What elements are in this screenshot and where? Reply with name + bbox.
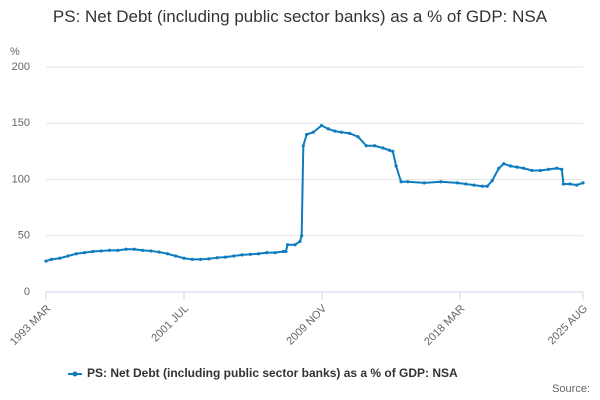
point: [99, 249, 103, 253]
y-tick-label: 0: [24, 286, 30, 298]
point: [502, 162, 506, 166]
point: [165, 252, 170, 256]
point: [256, 252, 261, 256]
point: [174, 254, 178, 258]
point: [285, 243, 290, 247]
point: [281, 249, 286, 254]
point: [326, 127, 330, 131]
point: [530, 168, 534, 173]
point: [248, 252, 252, 256]
point: [66, 254, 70, 258]
point: [575, 183, 579, 187]
point: [387, 148, 392, 152]
point: [490, 179, 494, 183]
source: Source:: [552, 383, 590, 395]
point: [83, 251, 87, 255]
point: [301, 144, 305, 148]
point: [273, 251, 277, 255]
point: [311, 130, 315, 134]
point: [190, 257, 194, 261]
point: [394, 164, 398, 168]
point: [300, 234, 304, 238]
point: [515, 165, 519, 169]
point: [319, 123, 324, 128]
point: [472, 183, 476, 187]
point: [356, 135, 360, 139]
point: [439, 180, 443, 184]
point: [116, 248, 120, 252]
y-tick-label: 150: [12, 117, 30, 129]
point: [348, 131, 352, 135]
point: [508, 164, 513, 168]
y-tick-label: 200: [12, 61, 30, 73]
point: [298, 239, 302, 243]
point: [522, 166, 526, 170]
point: [581, 181, 585, 185]
y-tick-label: 50: [18, 230, 30, 242]
point: [406, 180, 410, 184]
chart-title: PS: Net Debt (including public sector ba…: [52, 7, 548, 26]
point: [58, 256, 62, 260]
point: [223, 255, 228, 259]
legend-marker: [72, 371, 78, 377]
x-tick-label: 2001 JUL: [149, 303, 191, 345]
point: [182, 256, 186, 260]
point: [107, 248, 112, 252]
point: [198, 257, 203, 261]
point: [74, 252, 78, 256]
y-tick-label: 100: [12, 173, 30, 185]
point: [265, 251, 269, 255]
point: [333, 129, 337, 133]
point: [305, 132, 309, 137]
point: [480, 184, 484, 188]
point: [207, 257, 211, 261]
point: [140, 248, 145, 252]
point: [284, 249, 288, 254]
point: [464, 182, 468, 186]
point: [232, 254, 236, 258]
point: [157, 250, 161, 254]
point: [49, 257, 54, 261]
point: [455, 181, 460, 185]
point: [215, 256, 219, 260]
point: [240, 253, 244, 257]
point: [497, 166, 501, 170]
line: [45, 124, 584, 263]
point: [339, 130, 344, 134]
point: [91, 249, 95, 254]
point: [422, 181, 426, 185]
point: [44, 259, 48, 263]
point: [132, 247, 136, 251]
point: [293, 243, 297, 247]
point: [372, 144, 377, 148]
point: [546, 167, 551, 171]
point: [485, 184, 489, 188]
point: [568, 182, 572, 186]
y-axis-label: %: [10, 46, 20, 58]
point: [555, 166, 559, 170]
point: [391, 149, 395, 153]
legend-label: PS: Net Debt (including public sector ba…: [87, 366, 458, 380]
point: [399, 180, 403, 184]
x-tick-label: 2025 AUG: [546, 303, 590, 347]
x-tick-label: 2018 MAR: [422, 303, 467, 348]
point: [561, 182, 566, 186]
point: [538, 168, 542, 173]
x-tick-label: 1993 MAR: [8, 303, 53, 348]
x-tick-label: 2009 NOV: [284, 302, 329, 347]
point: [560, 167, 564, 171]
point: [124, 247, 128, 251]
point: [364, 144, 368, 148]
point: [149, 249, 153, 253]
point: [381, 146, 385, 150]
